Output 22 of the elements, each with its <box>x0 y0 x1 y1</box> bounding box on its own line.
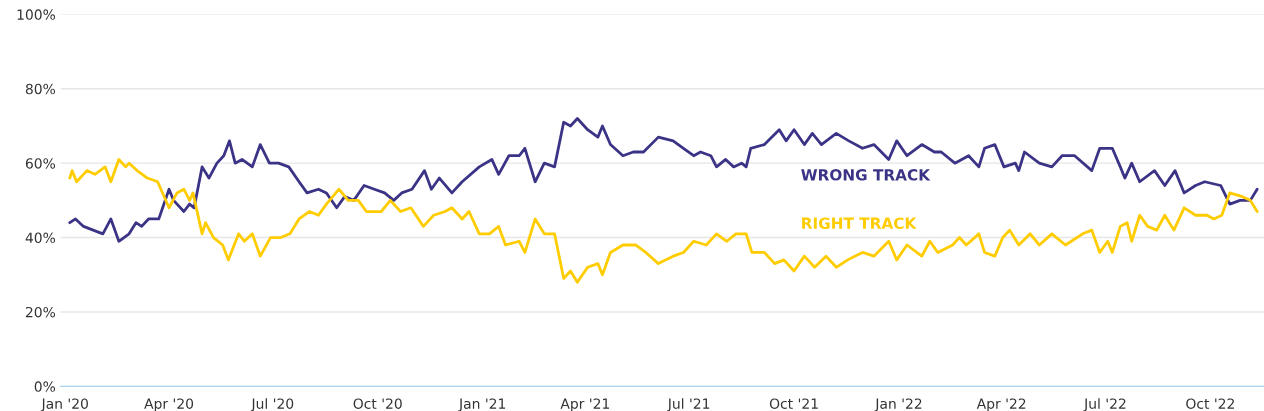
x-tick-label: Apr '22 <box>976 398 1026 411</box>
x-tick-label: Jul '21 <box>667 398 710 411</box>
x-tick-label: Oct '22 <box>1186 398 1234 409</box>
x-tick-label: Jan '20 <box>40 398 88 411</box>
series-label: RIGHT TRACK <box>802 217 917 229</box>
x-tick-label: Jul '22 <box>1083 398 1126 411</box>
x-tick-label: Jan '21 <box>458 398 506 411</box>
line-series <box>68 158 1259 284</box>
x-tick-label: Jul '20 <box>250 398 294 411</box>
x-tick-label: Oct '21 <box>769 398 818 409</box>
line-series <box>68 117 1259 243</box>
x-tick-label: Jan '22 <box>874 398 922 411</box>
x-tick-label: Apr '21 <box>560 398 610 411</box>
y-tick-label: 100% <box>17 9 56 20</box>
series-label: WRONG TRACK <box>801 169 931 181</box>
y-tick-label: 60% <box>25 158 56 169</box>
y-tick-label: 20% <box>25 306 56 318</box>
y-tick-label: 0% <box>34 381 56 392</box>
y-tick-label: 40% <box>25 232 56 244</box>
x-tick-label: Apr '20 <box>144 398 194 411</box>
y-tick-label: 80% <box>25 83 56 95</box>
x-tick-label: Oct '20 <box>353 398 402 409</box>
